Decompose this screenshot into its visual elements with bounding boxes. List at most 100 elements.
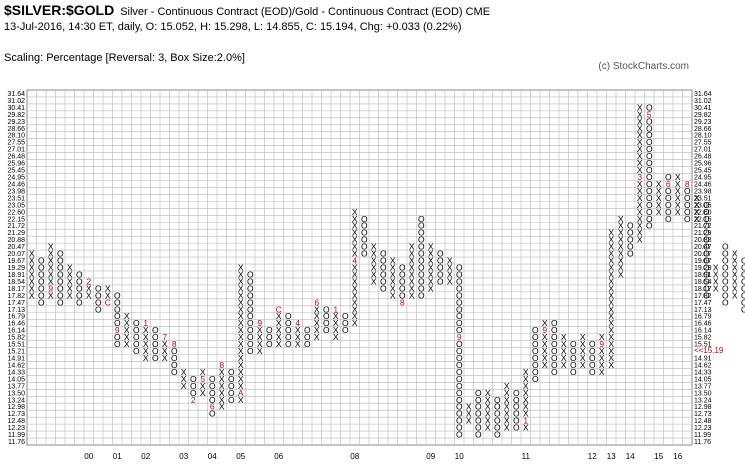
x-box: X xyxy=(542,346,548,356)
o-box: O xyxy=(437,249,444,259)
y-tick-label-right: 13.77 xyxy=(694,383,712,390)
o-box: O xyxy=(57,290,64,300)
o-box: O xyxy=(570,360,577,370)
o-box: O xyxy=(456,416,463,426)
y-tick-label-left: 13.77 xyxy=(7,383,25,390)
x-box: X xyxy=(618,235,624,245)
o-box: O xyxy=(247,325,254,335)
o-box: O xyxy=(57,269,64,279)
x-box: X xyxy=(200,388,206,398)
o-box: O xyxy=(342,325,349,335)
x-box: X xyxy=(608,249,614,259)
x-box: X xyxy=(219,395,225,405)
x-tick-label: 05 xyxy=(236,452,245,461)
x-box: X xyxy=(485,395,491,405)
o-box: O xyxy=(646,207,653,217)
x-box: X xyxy=(390,256,396,266)
x-box: X xyxy=(732,283,738,293)
o-box: O xyxy=(703,269,710,279)
y-tick-label-left: 24.46 xyxy=(7,181,25,188)
x-box: X xyxy=(428,269,434,279)
o-box: O xyxy=(456,304,463,314)
y-tick-label-left: 16.79 xyxy=(7,314,25,321)
last-price-box xyxy=(693,347,744,355)
o-box: O xyxy=(532,353,539,363)
y-tick-label-right: 15.82 xyxy=(694,335,712,342)
x-box: X xyxy=(675,186,681,196)
o-box: O xyxy=(114,290,121,300)
month-marker: 5 xyxy=(200,374,205,384)
x-box: X xyxy=(238,318,244,328)
o-box: O xyxy=(228,395,235,405)
x-box: X xyxy=(656,200,662,210)
x-box: X xyxy=(238,332,244,342)
o-box: O xyxy=(190,381,197,391)
x-box: X xyxy=(219,402,225,412)
y-tick-label-left: 18.91 xyxy=(7,272,25,279)
o-box: O xyxy=(247,269,254,279)
o-box: O xyxy=(285,332,292,342)
o-box: O xyxy=(684,214,691,224)
o-box: O xyxy=(38,256,45,266)
o-box: O xyxy=(456,430,463,440)
x-box: X xyxy=(466,416,472,426)
y-tick-label-right: 29.23 xyxy=(694,119,712,126)
o-box: O xyxy=(456,283,463,293)
month-marker: 8 xyxy=(219,360,224,370)
x-box: X xyxy=(409,290,415,300)
x-box: X xyxy=(504,381,510,391)
x-box: X xyxy=(409,269,415,279)
x-box: X xyxy=(675,207,681,217)
o-box: O xyxy=(399,263,406,273)
o-box: O xyxy=(456,423,463,433)
x-box: X xyxy=(656,186,662,196)
o-box: O xyxy=(570,353,577,363)
y-tick-label-right: 14.33 xyxy=(694,369,712,376)
y-tick-label-left: 22.15 xyxy=(7,216,25,223)
o-box: O xyxy=(209,374,216,384)
o-box: O xyxy=(456,263,463,273)
x-box: X xyxy=(580,332,586,342)
o-box: O xyxy=(437,276,444,286)
o-box: O xyxy=(323,311,330,321)
o-box: O xyxy=(38,276,45,286)
x-box: X xyxy=(608,263,614,273)
x-tick-label: 04 xyxy=(208,452,217,461)
x-box: X xyxy=(48,290,54,300)
o-box: O xyxy=(342,311,349,321)
x-box: X xyxy=(618,242,624,252)
y-tick-label-right: 17.13 xyxy=(694,307,712,314)
o-box: O xyxy=(418,256,425,266)
x-box: X xyxy=(637,151,643,161)
x-box: X xyxy=(523,402,529,412)
x-box: X xyxy=(238,304,244,314)
x-box: X xyxy=(276,311,282,321)
x-box: X xyxy=(314,311,320,321)
o-box: O xyxy=(190,374,197,384)
x-box: X xyxy=(67,283,73,293)
x-box: X xyxy=(608,283,614,293)
o-box: O xyxy=(361,242,368,252)
x-box: X xyxy=(618,221,624,231)
o-box: O xyxy=(418,249,425,259)
x-box: X xyxy=(181,367,187,377)
y-tick-label-left: 28.10 xyxy=(7,133,25,140)
x-box: X xyxy=(29,263,35,273)
o-box: O xyxy=(665,214,672,224)
y-tick-label-right: 17.82 xyxy=(694,293,712,300)
o-box: O xyxy=(418,235,425,245)
y-tick-label-left: 17.47 xyxy=(7,300,25,307)
o-box: O xyxy=(646,200,653,210)
x-box: X xyxy=(390,283,396,293)
x-box: X xyxy=(504,423,510,433)
o-box: O xyxy=(665,207,672,217)
y-tick-label-left: 27.55 xyxy=(7,140,25,147)
y-tick-label-left: 21.29 xyxy=(7,230,25,237)
o-box: O xyxy=(57,249,64,259)
x-box: X xyxy=(428,242,434,252)
x-box: X xyxy=(637,102,643,112)
o-box: O xyxy=(171,367,178,377)
x-box: X xyxy=(713,269,719,279)
x-box: X xyxy=(523,367,529,377)
